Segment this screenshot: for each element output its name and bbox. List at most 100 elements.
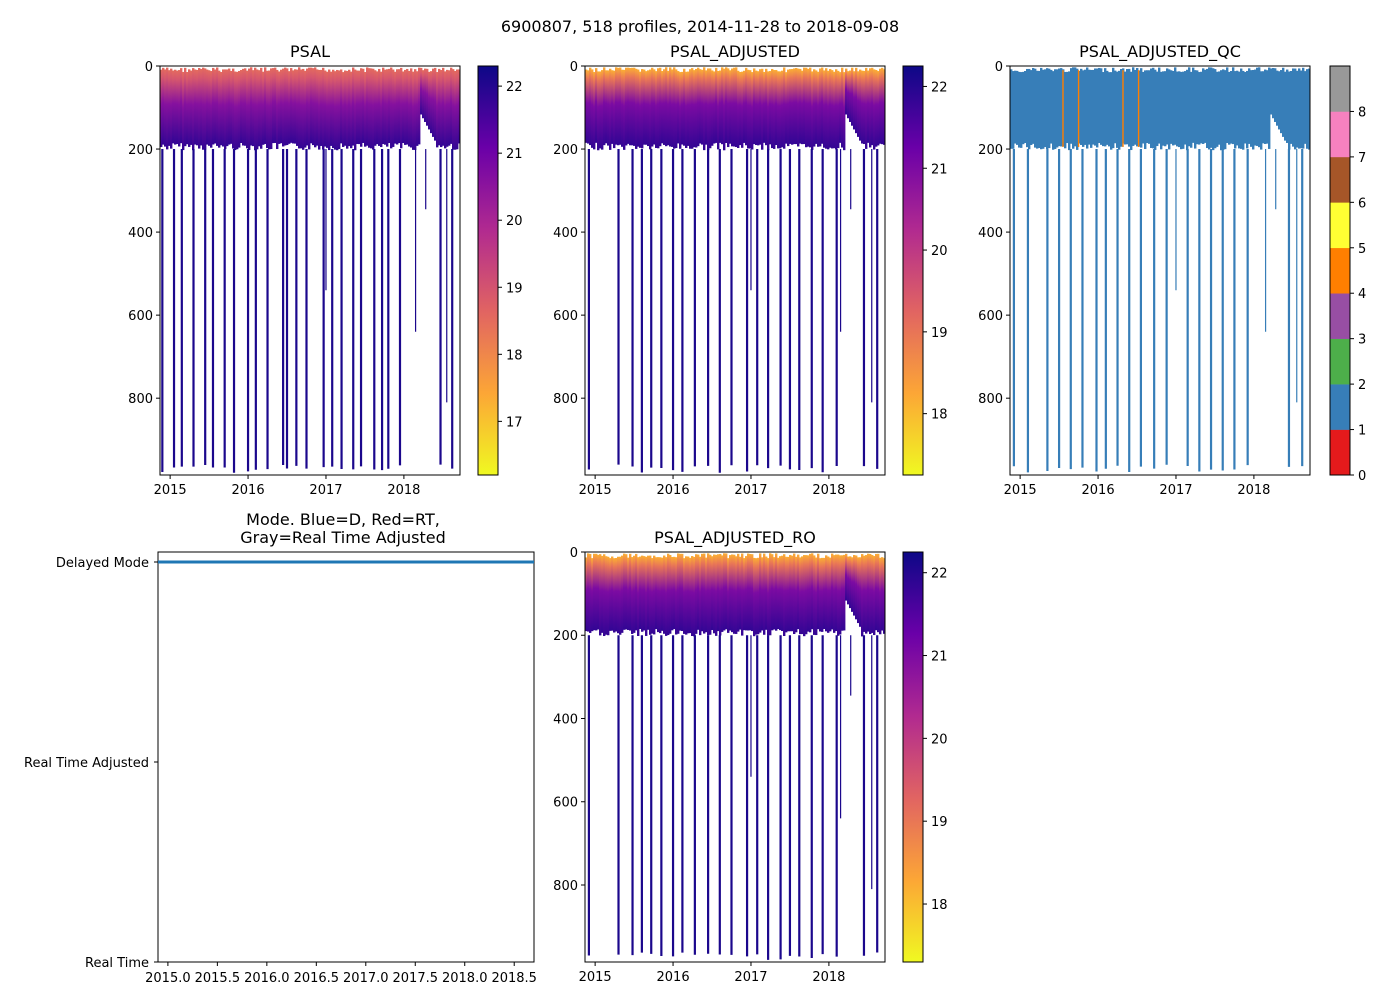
profile-column bbox=[160, 69, 163, 148]
profile-column bbox=[238, 70, 241, 148]
profile-column bbox=[587, 70, 590, 144]
profile-column bbox=[188, 69, 191, 147]
profile-column bbox=[1268, 67, 1271, 149]
profile-column bbox=[703, 553, 706, 634]
profile-column bbox=[765, 556, 768, 630]
profile-column bbox=[651, 558, 654, 634]
profile-column bbox=[246, 70, 249, 149]
profile-column bbox=[599, 554, 602, 636]
profile-column bbox=[1302, 67, 1305, 149]
profile-column bbox=[767, 71, 770, 151]
profile-column bbox=[741, 553, 744, 636]
axes-frame bbox=[159, 65, 461, 476]
profile-column bbox=[1052, 71, 1055, 150]
y-tick-label: Real Time Adjusted bbox=[24, 756, 149, 771]
colorbar-tick-label: 22 bbox=[506, 80, 523, 95]
profile-column bbox=[849, 70, 852, 122]
profile-column bbox=[615, 67, 618, 145]
profile-column bbox=[813, 555, 816, 635]
profile-column bbox=[815, 70, 818, 144]
profile-column bbox=[1288, 71, 1291, 150]
profile-column bbox=[587, 553, 590, 632]
profile-column bbox=[635, 68, 638, 149]
profile-column bbox=[342, 72, 345, 147]
profile-column bbox=[701, 69, 704, 145]
profile-column bbox=[182, 71, 185, 151]
profile-column bbox=[665, 557, 668, 636]
profile-column bbox=[1130, 71, 1133, 151]
profile-column bbox=[1180, 71, 1183, 150]
profile-column bbox=[218, 70, 221, 148]
chart-psal_adj: 2015 2016 2017 20180200400600800PSAL_ADJUST… bbox=[553, 42, 947, 498]
profile-column bbox=[1142, 71, 1145, 144]
profile-column bbox=[216, 67, 219, 146]
colorbar-segment bbox=[1330, 429, 1350, 476]
profile-column bbox=[250, 67, 253, 146]
profile-column bbox=[338, 70, 341, 150]
profile-column bbox=[649, 555, 652, 635]
profile-column bbox=[871, 555, 874, 633]
x-tick-label: 2016.5 bbox=[294, 971, 340, 986]
profile-column bbox=[1032, 68, 1035, 144]
profile-column bbox=[819, 68, 822, 147]
profile-column bbox=[1120, 68, 1123, 147]
colorbar-tick-label: 6 bbox=[1358, 196, 1366, 211]
profile-column bbox=[737, 553, 740, 632]
profile-column bbox=[194, 69, 197, 145]
profile-column bbox=[290, 68, 293, 143]
profile-column bbox=[641, 69, 644, 149]
profile-column bbox=[1162, 71, 1165, 146]
profile-column bbox=[883, 558, 886, 634]
profile-column bbox=[679, 72, 682, 149]
y-tick-label: 0 bbox=[145, 60, 153, 75]
profile-column bbox=[657, 557, 660, 633]
profile-column bbox=[1160, 71, 1163, 150]
colorbar-tick-label: 21 bbox=[931, 162, 948, 177]
y-tick-label: 200 bbox=[553, 143, 578, 158]
profile-column bbox=[667, 553, 670, 636]
profile-column bbox=[617, 67, 620, 146]
profile-column bbox=[1060, 68, 1063, 147]
profile-column bbox=[1048, 68, 1051, 149]
profile-column bbox=[663, 69, 666, 145]
profile-column bbox=[655, 557, 658, 630]
profile-column bbox=[1192, 67, 1195, 143]
profile-column bbox=[735, 556, 738, 634]
profile-column bbox=[176, 70, 179, 144]
profile-column bbox=[252, 70, 255, 147]
profile-column bbox=[759, 69, 762, 145]
profile-column bbox=[268, 70, 271, 150]
profile-column bbox=[763, 553, 766, 635]
profile-column bbox=[1098, 67, 1101, 144]
y-tick-label: Real Time bbox=[85, 956, 149, 971]
profile-column bbox=[813, 69, 816, 147]
profile-column bbox=[801, 556, 804, 635]
profile-column bbox=[304, 70, 307, 148]
profile-column bbox=[787, 556, 790, 632]
x-tick-label: 2015.5 bbox=[195, 971, 241, 986]
profile-column bbox=[807, 555, 810, 632]
profile-column bbox=[797, 68, 800, 147]
profile-column bbox=[180, 68, 183, 144]
y-tick-label: 200 bbox=[978, 143, 1003, 158]
profile-column bbox=[733, 67, 736, 147]
profile-column bbox=[685, 71, 688, 148]
y-tick-label: 0 bbox=[570, 60, 578, 75]
profile-column bbox=[771, 554, 774, 631]
colorbar-segment bbox=[1330, 293, 1350, 339]
profile-column bbox=[757, 71, 760, 146]
profile-column bbox=[689, 69, 692, 149]
profile-column bbox=[226, 69, 229, 147]
x-tick-label: 2017 bbox=[734, 970, 767, 985]
profile-column bbox=[1224, 70, 1227, 150]
profile-column bbox=[617, 556, 620, 634]
profile-column bbox=[400, 67, 403, 149]
colorbar-segment bbox=[1330, 111, 1350, 158]
profile-column bbox=[1172, 70, 1175, 146]
profile-column bbox=[817, 71, 820, 147]
y-tick-label: 600 bbox=[553, 309, 578, 324]
profile-column bbox=[807, 68, 810, 147]
profile-column bbox=[621, 555, 624, 633]
profile-column bbox=[1082, 70, 1085, 147]
profile-column bbox=[751, 72, 754, 150]
